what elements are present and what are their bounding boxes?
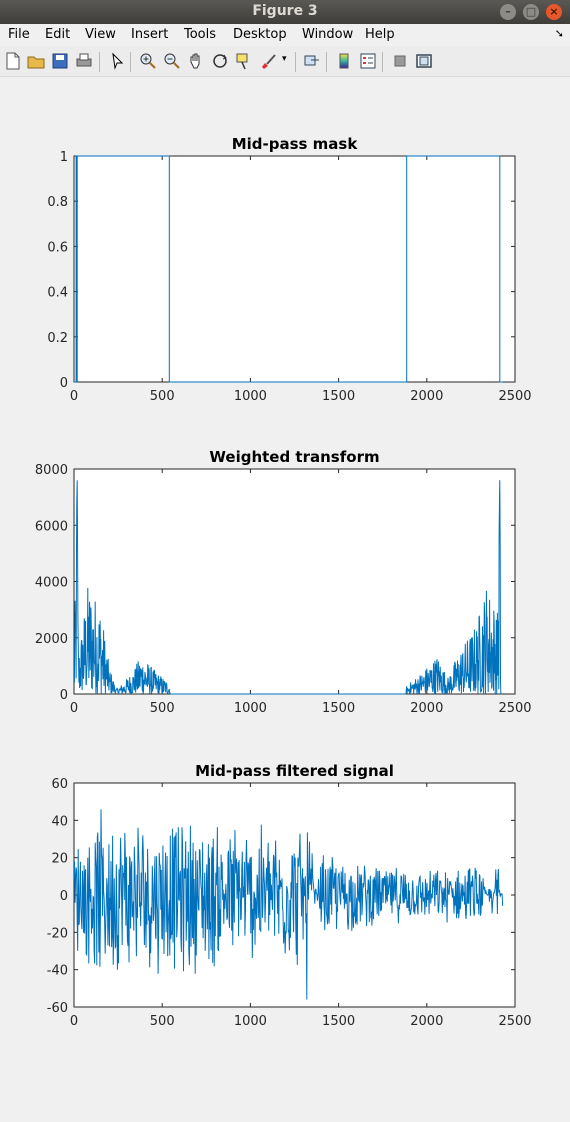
x-tick-label: 2500	[498, 1014, 531, 1029]
axes-2: Weighted transform 0 500 1000 1500 2000 2500 0 2…	[35, 448, 532, 716]
dock-arrow-icon[interactable]: ➘	[554, 27, 564, 40]
link-plot-icon[interactable]	[302, 51, 322, 71]
x-tick-label: 2000	[410, 1014, 443, 1029]
axes-title: Mid-pass mask	[232, 135, 359, 153]
x-tick-label: 0	[70, 701, 78, 716]
x-tick-label: 500	[150, 389, 175, 404]
plot-area	[73, 155, 516, 383]
axes-1: Mid-pass mask 0 500 1000 1500 2000 2500 0 0.2 0.4…	[47, 135, 531, 404]
brush-dropdown-icon[interactable]: ▾	[282, 54, 287, 64]
window-title: Figure 3	[252, 3, 318, 19]
print-icon[interactable]	[74, 51, 94, 71]
menu-view[interactable]: View	[85, 27, 116, 42]
pointer-icon[interactable]	[107, 51, 127, 71]
zoom-out-icon[interactable]	[162, 51, 182, 71]
minimize-icon[interactable]: –	[500, 4, 516, 20]
x-tick-label: 1000	[234, 389, 267, 404]
menu-edit[interactable]: Edit	[45, 27, 71, 42]
plot-area	[73, 468, 516, 695]
y-tick-label: 0	[60, 889, 68, 904]
brush-icon[interactable]	[258, 51, 278, 71]
menu-desktop[interactable]: Desktop	[233, 27, 287, 42]
series-line	[74, 809, 504, 1000]
y-tick-label: 0.4	[47, 286, 68, 301]
x-tick-label: 2500	[498, 701, 531, 716]
plot-area	[73, 782, 516, 1008]
zoom-in-icon[interactable]	[138, 51, 158, 71]
new-figure-icon[interactable]	[3, 51, 23, 71]
x-tick-label: 500	[150, 701, 175, 716]
y-tick-label: 20	[51, 852, 68, 867]
hide-plot-tools-icon[interactable]	[390, 51, 410, 71]
y-tick-label: 0	[60, 376, 68, 391]
x-tick-label: 1500	[322, 1014, 355, 1029]
y-tick-label: 2000	[35, 632, 68, 647]
show-plot-tools-icon[interactable]	[414, 51, 434, 71]
y-tick-label: 40	[51, 814, 68, 829]
y-tick-label: 6000	[35, 519, 68, 534]
menu-window[interactable]: Window	[302, 27, 354, 42]
y-tick-label: 8000	[35, 463, 68, 478]
save-icon[interactable]	[50, 51, 70, 71]
colorbar-icon[interactable]	[334, 51, 354, 71]
pan-icon[interactable]	[186, 51, 206, 71]
axes-title: Mid-pass filtered signal	[195, 762, 394, 780]
x-tick-label: 1000	[234, 1014, 267, 1029]
y-tick-label: 0	[60, 688, 68, 703]
x-tick-label: 0	[70, 389, 78, 404]
x-tick-label: 2500	[498, 389, 531, 404]
menu-bar: File Edit View Insert Tools Desktop Wind…	[0, 24, 570, 46]
y-tick-label: 0.2	[47, 331, 68, 346]
x-tick-label: 1500	[322, 389, 355, 404]
y-tick-label: -60	[47, 1001, 68, 1016]
x-tick-label: 2000	[410, 701, 443, 716]
y-tick-label: 4000	[35, 576, 68, 591]
menu-help[interactable]: Help	[365, 27, 395, 42]
menu-tools[interactable]: Tools	[184, 27, 217, 42]
open-file-icon[interactable]	[26, 51, 46, 71]
y-tick-label: -40	[47, 964, 68, 979]
x-tick-label: 500	[150, 1014, 175, 1029]
axes-3: Mid-pass filtered signal 0 500 1000 1500 2000…	[47, 762, 532, 1029]
x-tick-label: 1000	[234, 701, 267, 716]
rotate-3d-icon[interactable]	[210, 51, 230, 71]
x-tick-label: 1500	[322, 701, 355, 716]
y-tick-label: 60	[51, 777, 68, 792]
legend-icon[interactable]	[358, 51, 378, 71]
x-tick-label: 0	[70, 1014, 78, 1029]
close-icon[interactable]: ×	[546, 4, 562, 20]
y-tick-label: -20	[47, 926, 68, 941]
data-cursor-icon[interactable]	[234, 51, 254, 71]
axes-title: Weighted transform	[209, 448, 379, 466]
x-tick-label: 2000	[410, 389, 443, 404]
menu-insert[interactable]: Insert	[131, 27, 169, 42]
y-tick-label: 1	[60, 150, 68, 165]
title-bar: Figure 3 – □ ×	[0, 0, 570, 24]
menu-file[interactable]: File	[8, 27, 30, 42]
series-line	[74, 480, 502, 695]
series-line	[74, 155, 503, 383]
maximize-icon[interactable]: □	[523, 4, 539, 20]
toolbar: ▾	[0, 46, 570, 77]
y-tick-label: 0.6	[47, 240, 68, 255]
y-tick-label: 0.8	[47, 195, 68, 210]
